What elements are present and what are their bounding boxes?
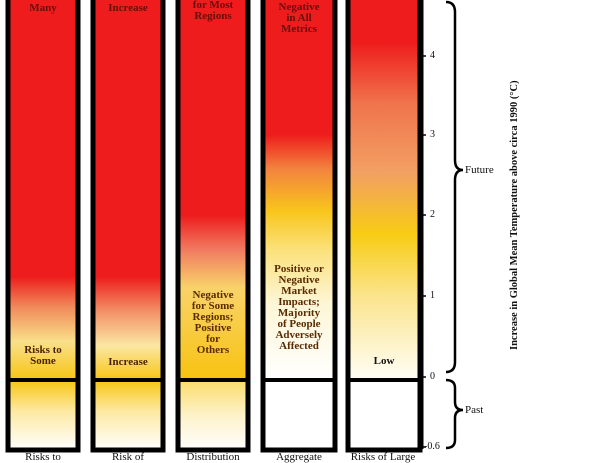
column-1-past-fill: [8, 380, 78, 450]
column-4-mid-text: Positive or Negative Market Impacts; Maj…: [274, 263, 324, 352]
column-4: [260, 0, 338, 453]
column-5-low-text: Low: [373, 355, 395, 367]
column-5-frame: [345, 0, 423, 453]
column-3-past-fill: [178, 380, 248, 450]
column-2-future-fill: [93, 0, 163, 380]
axis-title: Increase in Global Mean Temperature abov…: [509, 80, 520, 350]
column-1-top-text: Many: [29, 2, 57, 14]
column-3-top-text: for Most Regions: [192, 0, 234, 22]
column-4-top-text: Negative in All Metrics: [278, 1, 320, 35]
column-5-future-fill: [348, 0, 420, 380]
axis-label-2: 2: [430, 209, 435, 220]
column-1-low-text: Risks to Some: [24, 344, 62, 367]
axis-label-1: 1: [430, 290, 435, 301]
future-label: Future: [465, 164, 494, 176]
column-2-frame: [90, 0, 166, 453]
past-brace: [445, 378, 464, 450]
column-3: [175, 0, 251, 453]
column-2-past-fill: [93, 380, 163, 450]
column-1: [5, 0, 81, 453]
temperature-axis: [420, 0, 426, 449]
column-1-future-fill: [8, 0, 78, 380]
column-4-frame: [260, 0, 338, 453]
axis-label-3: 3: [430, 129, 435, 140]
column-1-frame: [5, 0, 81, 453]
axis-label-0: 0: [430, 371, 435, 382]
column-3-frame: [175, 0, 251, 453]
column-3-future-fill: [178, 0, 248, 380]
column-2-bottom-label: Risk of: [111, 451, 145, 463]
column-2-low-text: Increase: [108, 356, 148, 368]
column-1-bottom-label: Risks to: [25, 451, 61, 463]
column-2: [90, 0, 166, 453]
column-4-future-fill: [263, 0, 335, 380]
axis-label-neg: -0.6: [424, 441, 440, 452]
future-brace: [445, 0, 464, 374]
column-3-mid-text: Negative for Some Regions; Positive for …: [191, 289, 235, 356]
column-3-bottom-label: Distribution: [186, 451, 240, 463]
column-4-past-fill: [263, 380, 335, 450]
column-4-bottom-label: Aggregate: [276, 451, 322, 463]
column-2-top-text: Increase: [108, 2, 148, 14]
column-5-past-fill: [348, 380, 420, 450]
past-label: Past: [465, 404, 484, 416]
column-5-bottom-label: Risks of Large: [350, 451, 416, 463]
axis-label-4: 4: [430, 50, 435, 61]
column-5: [345, 0, 423, 453]
